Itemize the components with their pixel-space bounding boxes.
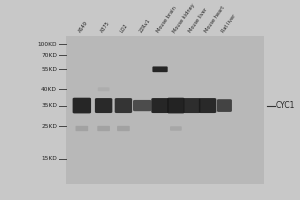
FancyBboxPatch shape (97, 126, 110, 131)
Text: Mouse heart: Mouse heart (203, 6, 226, 34)
Text: A375: A375 (100, 21, 111, 34)
FancyBboxPatch shape (98, 87, 109, 91)
Text: 40KD: 40KD (41, 87, 57, 92)
Text: Mouse brain: Mouse brain (156, 6, 178, 34)
FancyBboxPatch shape (133, 100, 152, 111)
Text: Mouse liver: Mouse liver (188, 7, 208, 34)
Text: CYC1: CYC1 (276, 101, 296, 110)
FancyBboxPatch shape (151, 98, 169, 113)
FancyBboxPatch shape (117, 126, 130, 131)
Bar (66, 36, 264, 184)
Text: 25KD: 25KD (41, 124, 57, 129)
FancyBboxPatch shape (115, 98, 132, 113)
FancyBboxPatch shape (167, 98, 184, 113)
FancyBboxPatch shape (217, 99, 232, 112)
FancyBboxPatch shape (76, 126, 88, 131)
FancyBboxPatch shape (152, 66, 168, 72)
FancyBboxPatch shape (183, 98, 200, 113)
Text: Mouse kidney: Mouse kidney (172, 3, 196, 34)
FancyBboxPatch shape (95, 98, 112, 113)
Text: 15KD: 15KD (41, 156, 57, 161)
Text: 55KD: 55KD (41, 67, 57, 72)
Text: 22Rv1: 22Rv1 (138, 18, 151, 34)
Text: 100KD: 100KD (38, 42, 57, 47)
FancyBboxPatch shape (170, 126, 182, 131)
Text: 35KD: 35KD (41, 103, 57, 108)
Text: Rat liver: Rat liver (220, 14, 237, 34)
Text: AS49: AS49 (78, 20, 89, 34)
FancyBboxPatch shape (199, 98, 216, 113)
FancyBboxPatch shape (73, 98, 91, 113)
Text: 70KD: 70KD (41, 53, 57, 58)
Text: LO2: LO2 (119, 23, 129, 34)
